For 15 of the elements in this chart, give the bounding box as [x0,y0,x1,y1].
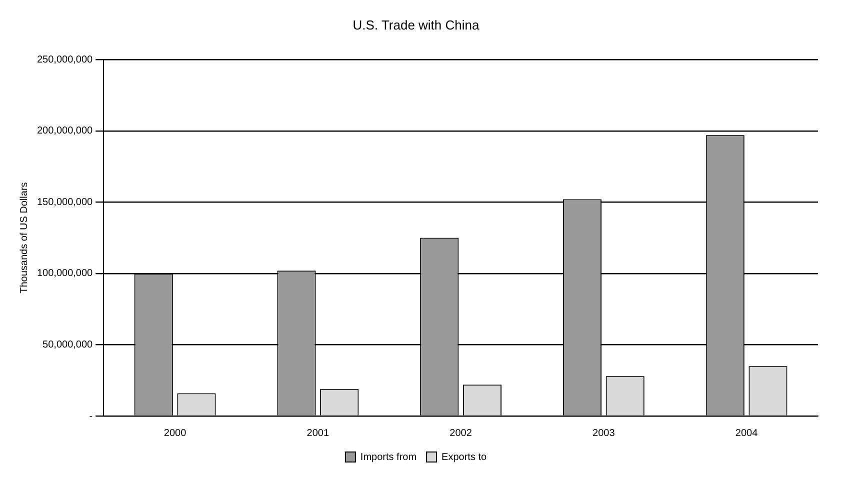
x-tick-label: 2002 [450,428,472,439]
y-tick-label: 150,000,000 [36,196,94,208]
y-axis-title: Thousands of US Dollars [18,182,30,294]
y-tick-label: 100,000,000 [36,268,94,280]
x-tick-label: 2000 [164,428,187,439]
y-tick-label: 200,000,000 [36,126,94,137]
y-tick-label: - [89,410,93,422]
x-tick-label: 2003 [592,428,616,439]
chart-title: U.S. Trade with China [352,17,480,32]
x-tick-label: 2004 [735,428,758,439]
y-tick-label: 50,000,000 [42,339,94,350]
y-tick-label: 250,000,000 [36,54,94,66]
legend-label: Exports to [442,452,488,463]
x-tick-label: 2001 [306,428,330,439]
legend-label: Imports from [360,452,417,463]
